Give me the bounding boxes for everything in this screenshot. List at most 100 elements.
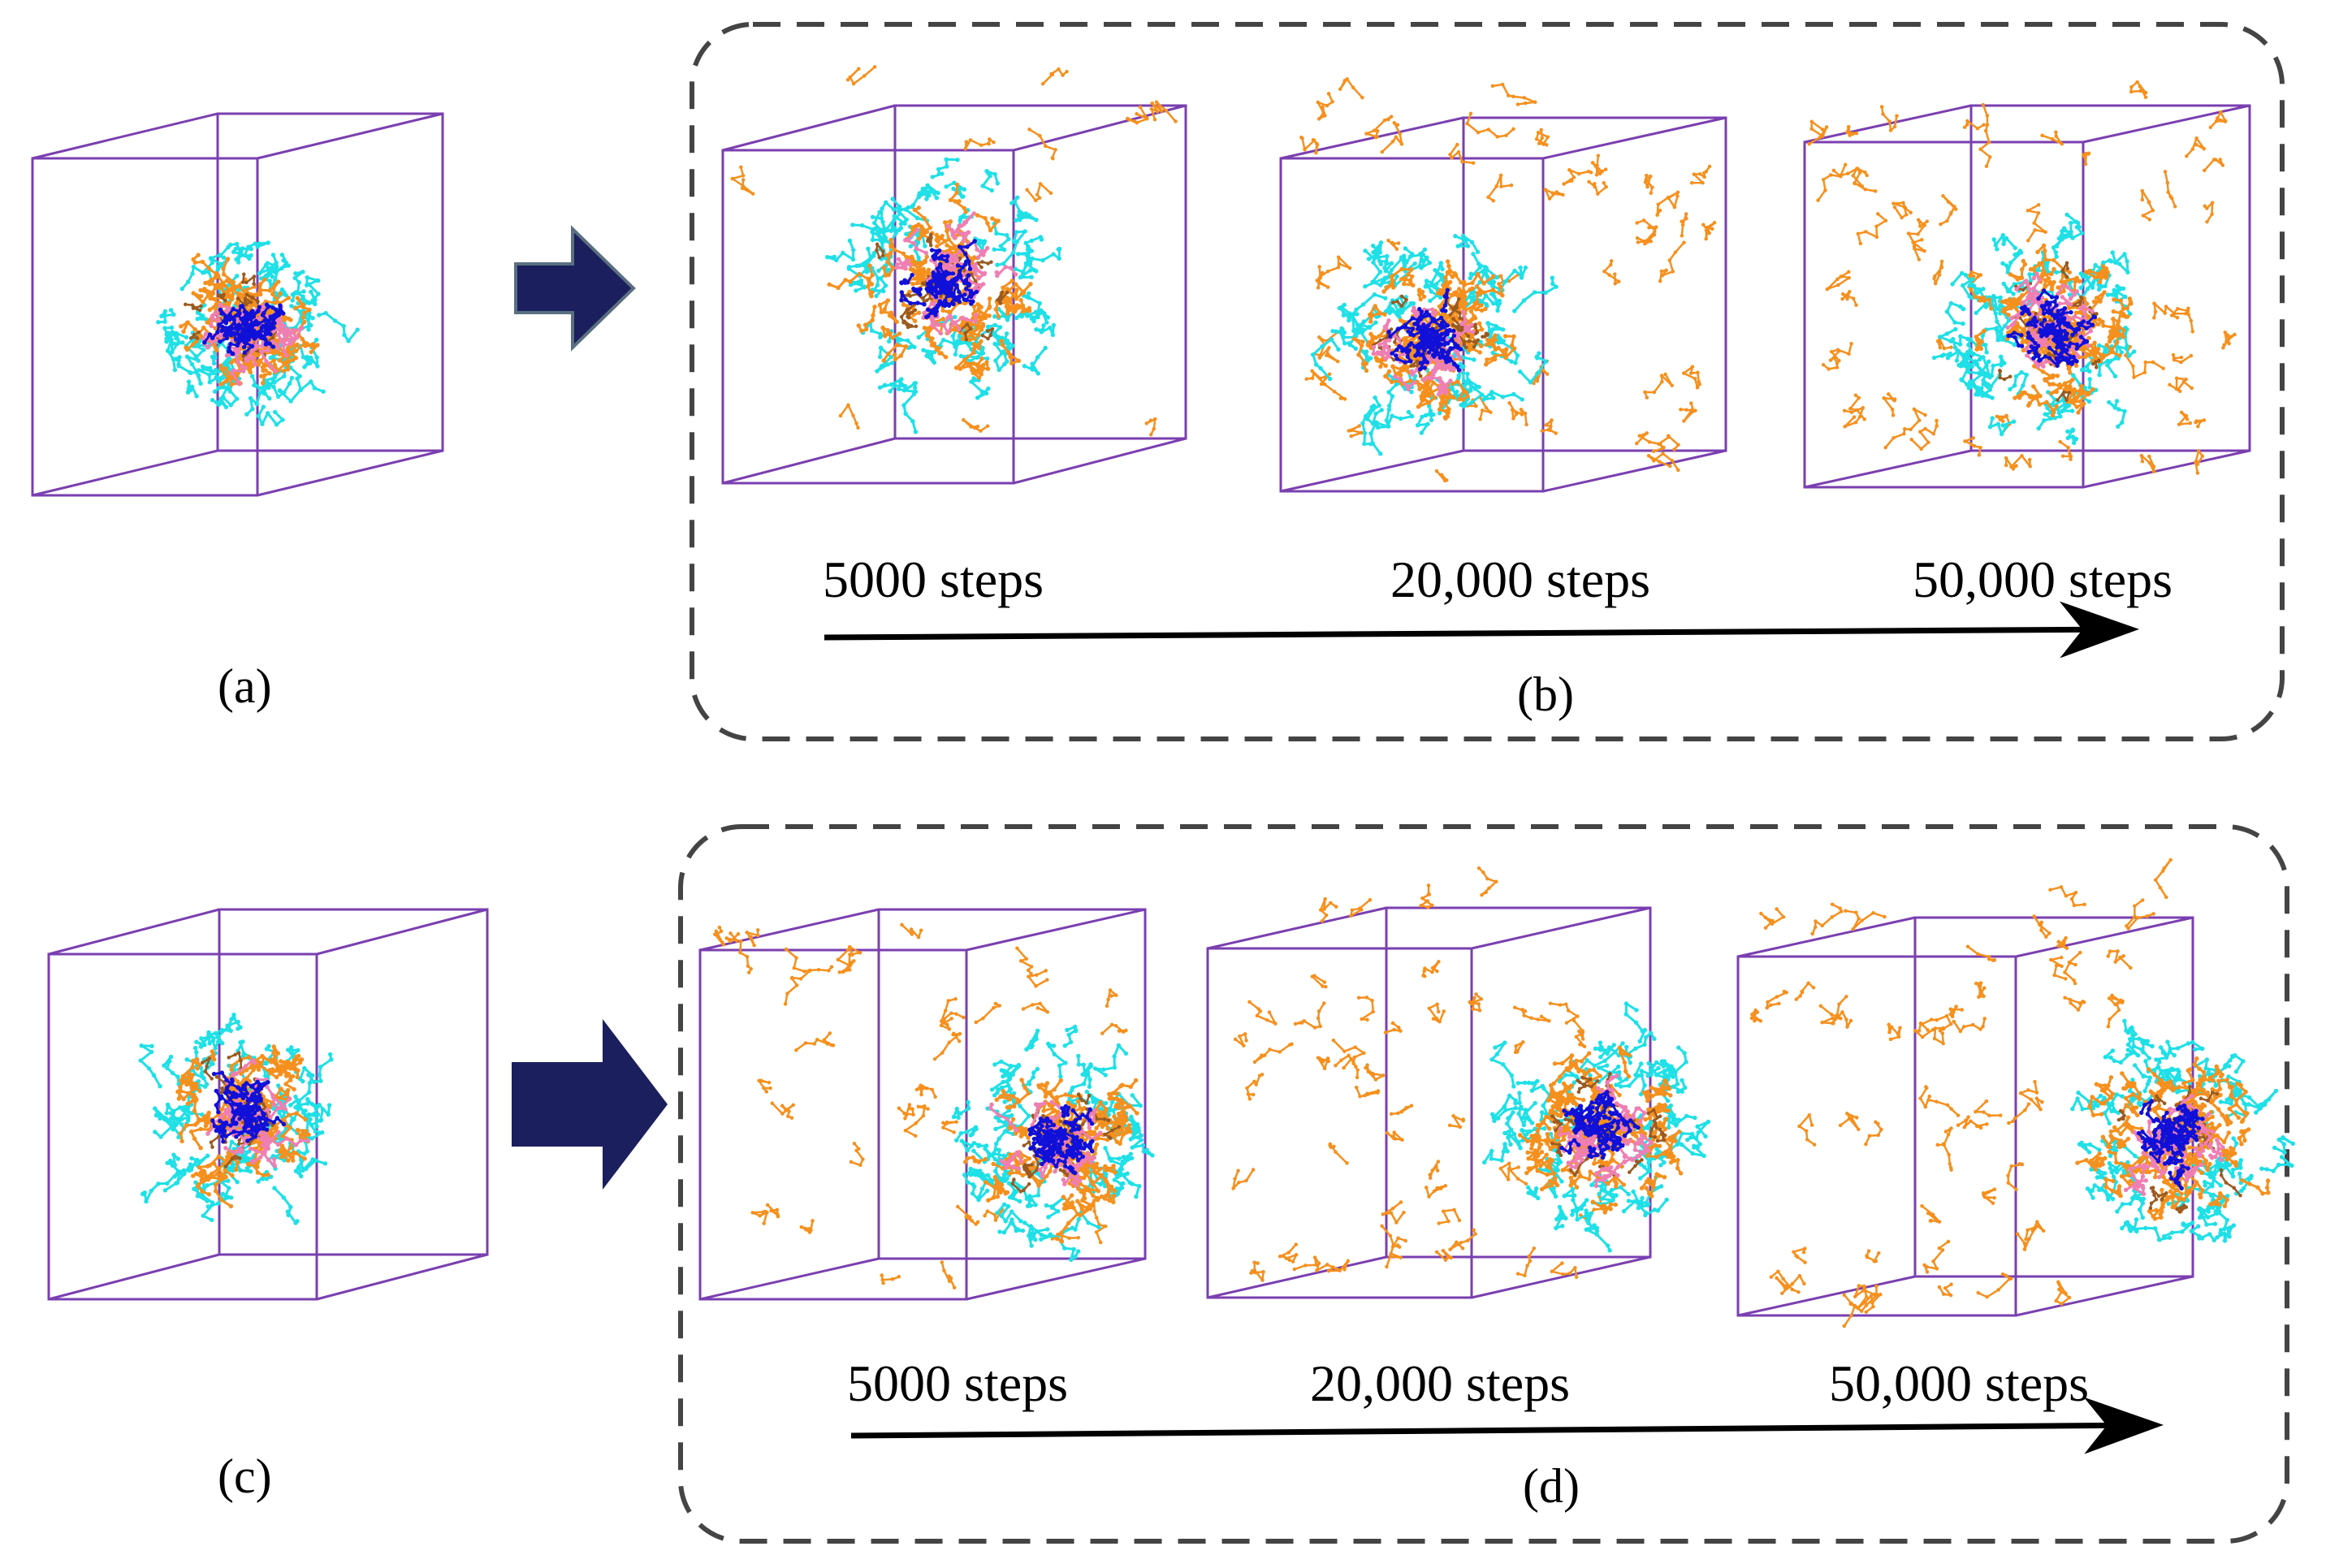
bead <box>1652 390 1657 395</box>
bead <box>218 363 223 368</box>
bead <box>1472 314 1476 319</box>
bead <box>888 355 893 360</box>
bead <box>1057 256 1061 261</box>
bead <box>1675 194 1680 198</box>
bead <box>870 237 875 243</box>
polymer-chain <box>192 253 220 279</box>
bead <box>186 379 192 384</box>
bead <box>210 339 214 344</box>
bead <box>901 251 906 257</box>
bead <box>1433 348 1438 353</box>
bead <box>981 282 986 287</box>
bead <box>1494 184 1498 188</box>
bead <box>1399 309 1405 313</box>
bead <box>214 302 218 307</box>
bead <box>859 222 865 228</box>
bead <box>1456 397 1462 402</box>
polymer-chain <box>1029 248 1061 265</box>
bead <box>1437 304 1442 309</box>
bead <box>879 216 884 221</box>
bead <box>1399 416 1403 421</box>
bead <box>857 67 861 71</box>
bead <box>1039 237 1044 242</box>
bead <box>2151 469 2156 473</box>
bead <box>224 279 230 283</box>
bead <box>201 313 205 318</box>
bead <box>896 209 901 214</box>
bead <box>1425 421 1430 426</box>
bead <box>1003 265 1009 270</box>
bead <box>1399 255 1404 260</box>
bead <box>1377 334 1382 339</box>
bead <box>869 282 875 287</box>
bead <box>1446 407 1451 412</box>
bead <box>897 331 902 336</box>
bead <box>1576 171 1581 176</box>
bead <box>1534 137 1539 141</box>
bead <box>233 246 238 252</box>
bead <box>1029 274 1034 279</box>
bead <box>986 386 991 391</box>
bead <box>917 262 923 267</box>
bead <box>1160 109 1164 113</box>
bead <box>207 380 212 385</box>
bead <box>1455 379 1460 384</box>
polymer-chain <box>1455 235 1479 253</box>
bead <box>297 374 302 378</box>
bead <box>293 271 298 276</box>
bead <box>2179 410 2184 415</box>
bead <box>1500 395 1506 400</box>
bead <box>207 282 213 287</box>
bead <box>953 352 958 357</box>
bead <box>184 302 188 307</box>
bead <box>1005 359 1010 364</box>
bead <box>1707 164 1712 169</box>
bead <box>1426 313 1431 317</box>
bead <box>975 425 980 429</box>
bead <box>220 375 225 380</box>
bead <box>1459 280 1463 285</box>
bead <box>997 367 1001 373</box>
bead <box>310 316 315 321</box>
bead <box>261 323 266 329</box>
bead <box>1411 301 1416 306</box>
bead <box>1457 338 1462 343</box>
bead <box>1419 430 1425 435</box>
bead <box>964 338 969 342</box>
bead <box>1520 413 1524 417</box>
bead <box>906 325 910 330</box>
bead <box>248 395 253 401</box>
bead <box>1354 307 1359 312</box>
bead <box>923 244 927 248</box>
bead <box>1349 428 1353 433</box>
bead <box>170 350 175 355</box>
bead <box>1466 334 1471 339</box>
bead <box>1040 327 1045 333</box>
bead <box>1152 117 1157 122</box>
bead <box>892 214 897 218</box>
polymer-chain <box>1513 278 1558 313</box>
bead <box>1321 105 1325 110</box>
bead <box>1390 241 1395 246</box>
bead <box>268 364 274 369</box>
bead <box>241 344 247 350</box>
bead <box>274 422 279 427</box>
bead <box>1355 312 1360 317</box>
bead <box>1371 250 1376 255</box>
bead <box>194 394 199 399</box>
bead <box>1352 336 1357 341</box>
bead <box>223 366 228 371</box>
bead <box>979 339 984 344</box>
bead <box>1027 127 1031 132</box>
bead <box>272 362 278 368</box>
bead <box>906 311 910 316</box>
bead <box>218 302 223 308</box>
bead <box>1570 179 1574 183</box>
bead <box>1594 173 1599 177</box>
cube-edge <box>1804 449 1972 489</box>
bead <box>929 248 935 253</box>
bead <box>1472 357 1476 362</box>
bead <box>872 220 877 226</box>
bead <box>927 225 933 231</box>
bead <box>908 300 913 306</box>
